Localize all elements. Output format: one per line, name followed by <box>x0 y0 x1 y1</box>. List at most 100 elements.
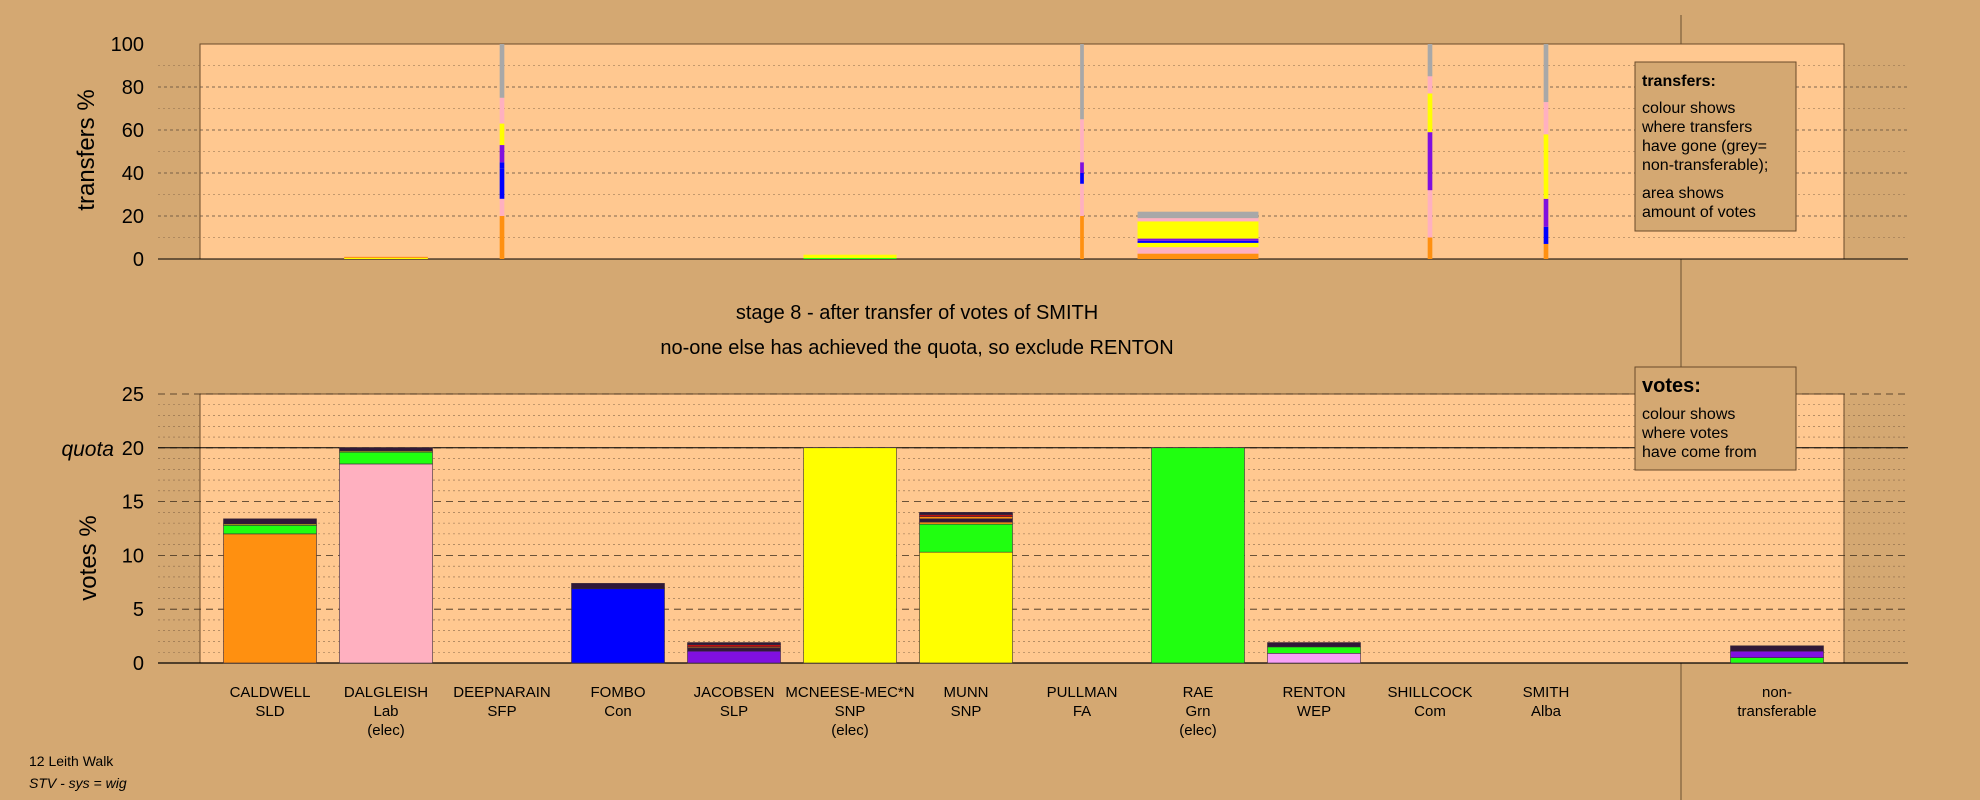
transfers-plot-area <box>199 43 1845 260</box>
vote-bar-segment <box>223 518 317 525</box>
system-note: STV - sys = wig <box>29 775 127 791</box>
vote-bar-segment <box>223 524 317 535</box>
vote-bar-segment <box>223 533 317 664</box>
votes-y-ticks: 0 5 10 15 20 25 <box>122 384 144 675</box>
vote-bar-segment <box>803 447 897 664</box>
candidate-label: PULLMAN <box>1047 684 1118 701</box>
transfer-segment <box>499 97 505 124</box>
transfer-segment <box>1427 190 1433 238</box>
transfer-segment <box>1080 173 1084 184</box>
transfer-segment <box>1543 226 1549 244</box>
transfers-panel: 0 20 40 60 80 100 transfers % <box>73 34 1908 271</box>
nontransferable-bar-segment <box>1730 657 1824 664</box>
transfer-segment <box>1543 102 1549 135</box>
transfers-y-axis-label: transfers % <box>73 89 100 210</box>
transfer-segment <box>1543 134 1549 199</box>
nontransferable-bar-segment <box>1730 645 1824 652</box>
candidate-label: SFP <box>487 703 516 720</box>
votes-y-tick-label: 15 <box>122 492 144 514</box>
transfers-legend-box <box>1634 61 1797 232</box>
votes-y-tick-label: 5 <box>133 599 144 621</box>
votes-y-tick-label: 10 <box>122 545 144 567</box>
candidate-label: SLP <box>720 703 748 720</box>
transfers-legend-line: have gone (grey= <box>1642 138 1767 155</box>
transfers-y-tick-label: 100 <box>111 34 144 56</box>
vote-bar-segment <box>1267 646 1361 654</box>
votes-legend-title: votes: <box>1642 375 1701 397</box>
transfer-segment <box>1137 242 1259 248</box>
votes-legend: votes: colour shows where votes have com… <box>1634 366 1797 471</box>
transfer-segment <box>1080 44 1084 120</box>
transfer-segment <box>1137 247 1259 254</box>
transfers-legend-line: where transfers <box>1641 119 1752 136</box>
vote-bar-segment <box>919 518 1013 523</box>
transfer-segment <box>1543 44 1549 103</box>
candidate-labels: CALDWELL SLD DALGLEISH Lab (elec) DEEPNARAIN S… <box>230 684 1817 739</box>
votes-bars <box>223 447 1824 664</box>
vote-bar-segment <box>339 447 433 452</box>
transfers-legend-line: non-transferable); <box>1642 157 1768 174</box>
candidate-label: SMITH <box>1523 684 1570 701</box>
transfer-segment <box>1080 162 1084 173</box>
candidate-label: WEP <box>1297 703 1331 720</box>
transfer-segment <box>803 257 897 259</box>
candidate-label: MCNEESE-MEC*N <box>785 684 914 701</box>
transfer-segment <box>1137 240 1259 243</box>
transfer-segment <box>499 162 505 169</box>
transfers-y-tick-label: 60 <box>122 120 144 142</box>
votes-y-tick-label: 0 <box>133 653 144 675</box>
votes-legend-line: colour shows <box>1642 406 1735 423</box>
candidate-label: Con <box>604 703 632 720</box>
votes-grid <box>158 393 1908 664</box>
candidate-label: Grn <box>1185 703 1210 720</box>
candidate-label: FOMBO <box>591 684 646 701</box>
vote-bar-segment <box>1267 653 1361 664</box>
candidate-label: (elec) <box>831 722 869 739</box>
transfer-segment <box>1137 238 1259 241</box>
transfers-legend-line: colour shows <box>1642 100 1735 117</box>
votes-y-axis-label: votes % <box>75 515 102 600</box>
transfer-segment <box>1080 119 1084 163</box>
nontransferable-label: non- <box>1762 684 1792 701</box>
transfers-legend-line: area shows <box>1642 185 1724 202</box>
transfer-segment <box>1427 44 1433 77</box>
quota-label: quota <box>61 438 114 461</box>
candidate-label: Alba <box>1531 703 1562 720</box>
candidate-label: Com <box>1414 703 1446 720</box>
vote-bar-segment <box>919 523 1013 553</box>
vote-bar-segment <box>919 514 1013 517</box>
votes-y-tick-label: 20 <box>122 438 144 460</box>
candidate-label: SHILLCOCK <box>1387 684 1472 701</box>
transfer-segment <box>1427 237 1433 259</box>
transfer-segment <box>344 256 428 258</box>
transfer-segment <box>344 257 428 259</box>
transfer-segment <box>499 123 505 146</box>
vote-bar-segment <box>339 463 433 664</box>
candidate-label: MUNN <box>944 684 989 701</box>
votes-legend-line: where votes <box>1641 425 1728 442</box>
votes-plot-area <box>199 393 1845 664</box>
transfer-segment <box>1080 183 1084 216</box>
transfer-segment <box>499 145 505 163</box>
candidate-label: (elec) <box>1179 722 1217 739</box>
candidate-label: DALGLEISH <box>344 684 428 701</box>
votes-legend-box <box>1634 366 1797 471</box>
vote-bar-segment <box>571 588 665 664</box>
transfers-legend: transfers: colour shows where transfers … <box>1634 61 1797 232</box>
vote-bar-segment <box>687 642 781 646</box>
candidate-label: DEEPNARAIN <box>453 684 551 701</box>
transfer-segment <box>1137 218 1259 222</box>
vote-bar-segment <box>339 451 433 465</box>
vote-bar-segment <box>687 650 781 664</box>
transfers-y-tick-label: 80 <box>122 77 144 99</box>
vote-bar-segment <box>571 583 665 590</box>
transfer-segment <box>499 44 505 98</box>
vote-bar-segment <box>919 521 1013 525</box>
vote-bar-segment <box>687 647 781 652</box>
transfers-y-ticks: 0 20 40 60 80 100 <box>111 34 144 271</box>
nontransferable-bar-segment <box>1730 650 1824 658</box>
vote-bar-segment <box>687 644 781 648</box>
ward-name: 12 Leith Walk <box>29 753 114 769</box>
transfer-segment <box>803 254 897 258</box>
vote-bar-segment <box>919 516 1013 520</box>
